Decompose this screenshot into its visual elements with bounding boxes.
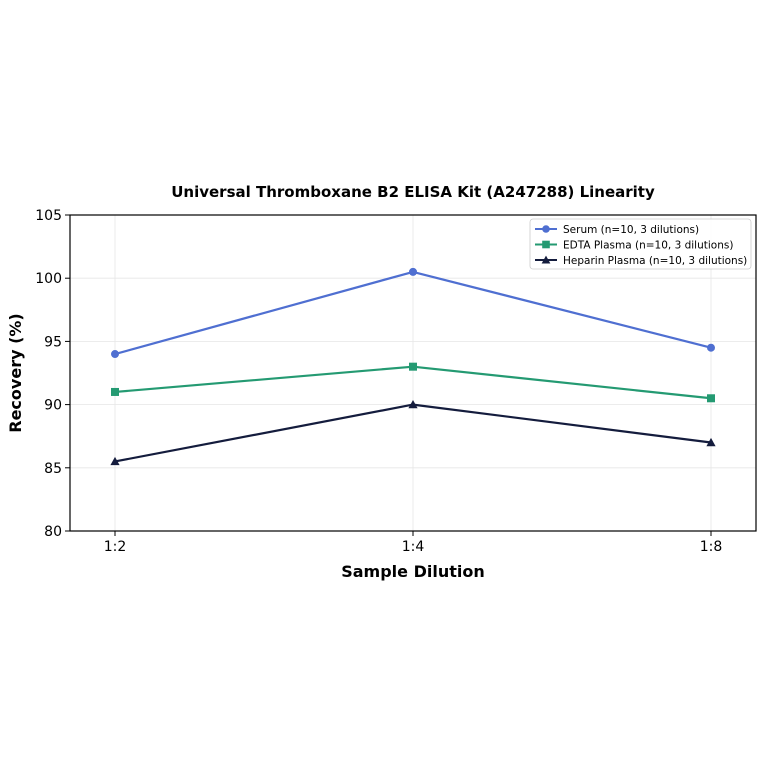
y-tick-label: 85 bbox=[44, 461, 62, 477]
series-layer bbox=[110, 267, 716, 466]
data-point bbox=[409, 362, 417, 371]
data-point bbox=[409, 267, 417, 276]
y-tick-label: 95 bbox=[44, 334, 62, 350]
data-point bbox=[541, 255, 551, 264]
series-1 bbox=[111, 267, 715, 359]
legend-label: Serum (n=10, 3 dilutions) bbox=[563, 224, 699, 236]
data-point bbox=[542, 225, 550, 233]
axis-ticks: 80 85 90 95 100 105 1:2 1:4 1:8 bbox=[35, 208, 722, 555]
legend-label: EDTA Plasma (n=10, 3 dilutions) bbox=[563, 240, 733, 252]
legend-label: Heparin Plasma (n=10, 3 dilutions) bbox=[563, 255, 747, 267]
data-point bbox=[408, 400, 418, 409]
x-tick-label: 1:2 bbox=[104, 539, 127, 555]
data-point bbox=[542, 240, 550, 249]
y-axis-label: Recovery (%) bbox=[6, 313, 25, 432]
chart-title: Universal Thromboxane B2 ELISA Kit (A247… bbox=[171, 183, 655, 201]
data-point bbox=[707, 343, 715, 352]
y-tick-label: 100 bbox=[35, 271, 62, 287]
x-tick-label: 1:8 bbox=[700, 539, 723, 555]
data-point bbox=[110, 456, 120, 466]
legend: Serum (n=10, 3 dilutions) EDTA Plasma (n=… bbox=[529, 218, 752, 270]
series-3 bbox=[110, 400, 716, 466]
data-point bbox=[706, 437, 716, 447]
x-axis-label: Sample Dilution bbox=[341, 562, 485, 581]
y-tick-label: 105 bbox=[35, 208, 62, 224]
data-point bbox=[111, 350, 119, 359]
legend-box bbox=[529, 218, 752, 270]
data-point bbox=[111, 387, 119, 396]
y-tick-label: 80 bbox=[44, 524, 62, 540]
series-2 bbox=[111, 362, 715, 403]
legend-item: Heparin Plasma (n=10, 3 dilutions) bbox=[535, 255, 747, 267]
legend-item: Serum (n=10, 3 dilutions) bbox=[535, 224, 699, 236]
x-tick-label: 1:4 bbox=[402, 539, 425, 555]
data-point bbox=[707, 394, 715, 403]
y-tick-label: 90 bbox=[44, 398, 62, 414]
legend-item: EDTA Plasma (n=10, 3 dilutions) bbox=[535, 240, 733, 252]
